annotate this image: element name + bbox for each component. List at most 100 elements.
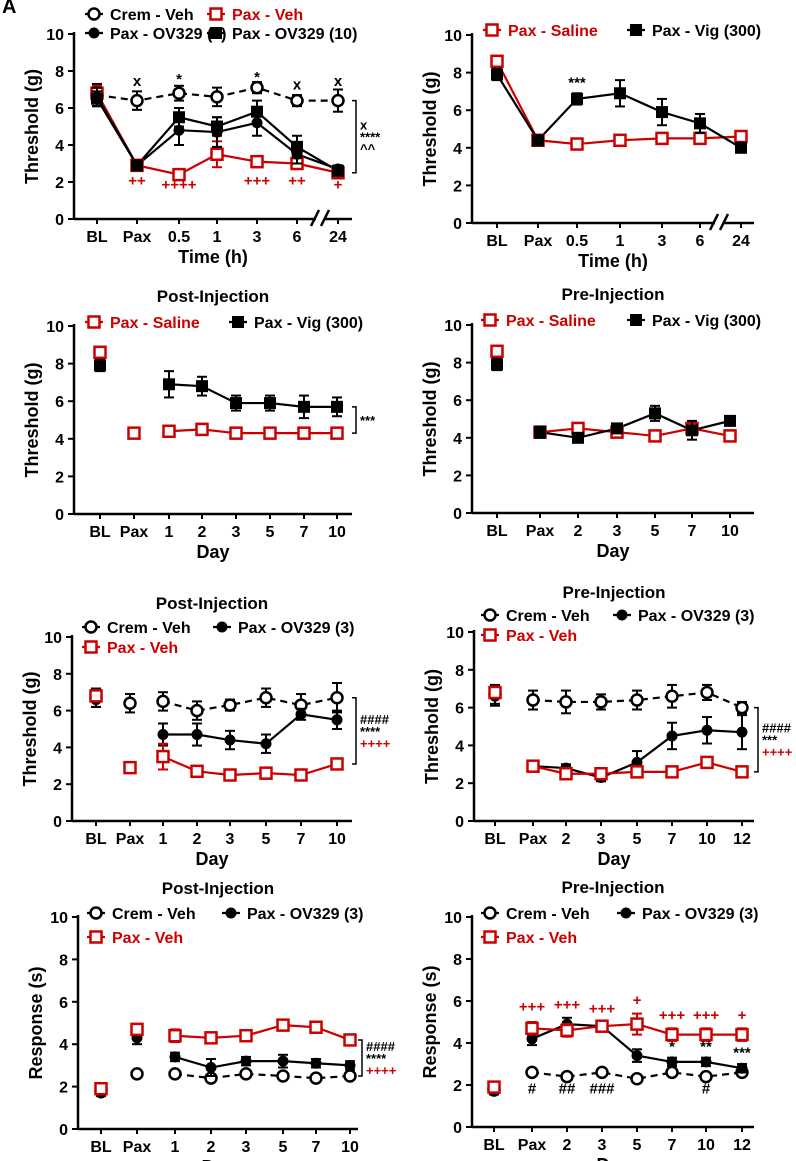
y-tick-label: 6 xyxy=(53,704,62,721)
data-point xyxy=(343,1069,357,1083)
legend-marker xyxy=(620,907,632,919)
legend-entry: Pax - OV329 (3) xyxy=(85,26,227,43)
y-tick-label: 4 xyxy=(453,431,462,448)
legend-label: Crem - Veh xyxy=(110,7,194,24)
y-tick-label: 2 xyxy=(55,175,64,192)
legend-marker xyxy=(216,621,228,633)
data-point xyxy=(239,1067,253,1081)
data-point xyxy=(223,698,237,712)
data-point xyxy=(735,765,749,779)
x-tick-label: BL xyxy=(85,831,107,848)
data-point xyxy=(666,730,678,742)
y-tick-label: 6 xyxy=(55,394,64,411)
significance-label: +++ xyxy=(244,173,271,190)
y-tick-label: 6 xyxy=(455,701,464,718)
data-point xyxy=(260,738,272,750)
data-point xyxy=(210,90,224,104)
data-point xyxy=(251,105,263,118)
data-point xyxy=(560,1023,574,1038)
legend-entry: Pax - Veh xyxy=(207,7,303,24)
x-axis-label: Time (h) xyxy=(578,251,648,271)
y-axis-label: Response (s) xyxy=(420,965,440,1078)
x-tick-label: 24 xyxy=(329,229,347,246)
x-tick-label: 3 xyxy=(598,1137,607,1154)
y-tick-label: 2 xyxy=(59,1080,68,1097)
chart-D-left: Post-Injection 0 2 4 6 8 10 BL Pax 1 2 3 5 7 10 Day Resp… xyxy=(26,879,397,1161)
y-tick-label: 6 xyxy=(453,393,462,410)
data-point xyxy=(276,1069,290,1083)
y-tick-label: 8 xyxy=(453,356,462,373)
significance-label: *** xyxy=(568,75,586,92)
y-tick-label: 2 xyxy=(453,468,462,485)
data-point xyxy=(91,92,103,105)
data-point xyxy=(526,759,540,773)
significance-label: +++ xyxy=(659,1007,686,1024)
significance-label: ### xyxy=(589,1080,615,1097)
x-tick-label: 3 xyxy=(613,523,622,540)
legend-marker xyxy=(225,907,237,919)
bracket-label: #### xyxy=(360,712,390,727)
significance-label: + xyxy=(334,176,343,193)
data-point xyxy=(123,696,137,710)
y-tick-label: 2 xyxy=(53,777,62,794)
x-axis-label: Day xyxy=(596,1155,629,1161)
data-point xyxy=(123,760,137,775)
data-point xyxy=(162,424,176,439)
x-tick-label: 12 xyxy=(733,1137,751,1154)
data-point xyxy=(665,1027,679,1042)
significance-label: +++ xyxy=(554,996,581,1013)
y-tick-label: 4 xyxy=(55,432,64,449)
data-point xyxy=(94,1081,108,1096)
significance-bracket xyxy=(358,1039,363,1077)
data-point xyxy=(491,358,503,371)
legend-entry: Pax - OV329 (10) xyxy=(207,26,357,43)
data-point xyxy=(291,140,303,153)
data-point xyxy=(250,80,264,95)
data-point xyxy=(130,93,144,108)
series-line xyxy=(163,713,338,745)
data-point xyxy=(263,426,277,440)
data-point xyxy=(168,1067,182,1081)
legend-label: Pax - Veh xyxy=(112,930,183,947)
data-point xyxy=(298,400,310,413)
legend-marker xyxy=(485,23,499,37)
bracket-label: ++++ xyxy=(366,1063,397,1078)
y-tick-label: 6 xyxy=(59,995,68,1012)
legend-label: Pax - OV329 (3) xyxy=(642,906,759,923)
significance-label: x xyxy=(334,73,343,90)
data-point xyxy=(648,429,662,443)
series-line xyxy=(162,696,338,712)
data-point xyxy=(230,397,242,410)
data-point xyxy=(204,1031,218,1045)
data-point xyxy=(210,147,224,161)
x-tick-label: 2 xyxy=(562,831,571,848)
x-tick-label: 3 xyxy=(597,831,606,848)
legend-marker xyxy=(616,609,628,621)
data-point xyxy=(331,714,343,726)
data-point xyxy=(490,54,504,69)
data-point xyxy=(172,86,186,100)
x-tick-label: 7 xyxy=(668,831,677,848)
legend-entry: Pax - Vig (300) xyxy=(627,23,761,40)
data-point xyxy=(259,690,273,705)
legend-label: Pax - Vig (300) xyxy=(652,23,761,40)
x-tick-label: 7 xyxy=(312,1139,321,1156)
data-point xyxy=(491,68,503,81)
y-tick-label: 0 xyxy=(453,506,462,523)
data-point xyxy=(205,1062,217,1074)
chart-B-left: Post-Injection 0 2 4 6 8 10 BL Pax 1 2 3 5 7 10 Day Thre… xyxy=(22,287,376,562)
legend-entry: Pax - OV329 (3) xyxy=(617,906,759,923)
data-point xyxy=(570,137,584,151)
data-point xyxy=(699,1069,713,1084)
y-tick-label: 0 xyxy=(455,814,464,831)
x-tick-label: 6 xyxy=(293,229,302,246)
legend-marker xyxy=(630,314,642,326)
y-tick-label: 4 xyxy=(59,1037,68,1054)
y-tick-label: 2 xyxy=(453,178,462,195)
data-point xyxy=(525,1065,539,1080)
x-tick-label: 3 xyxy=(242,1139,251,1156)
legend-label: Pax - OV329 (3) xyxy=(238,620,355,637)
significance-label: +++ xyxy=(519,999,546,1016)
